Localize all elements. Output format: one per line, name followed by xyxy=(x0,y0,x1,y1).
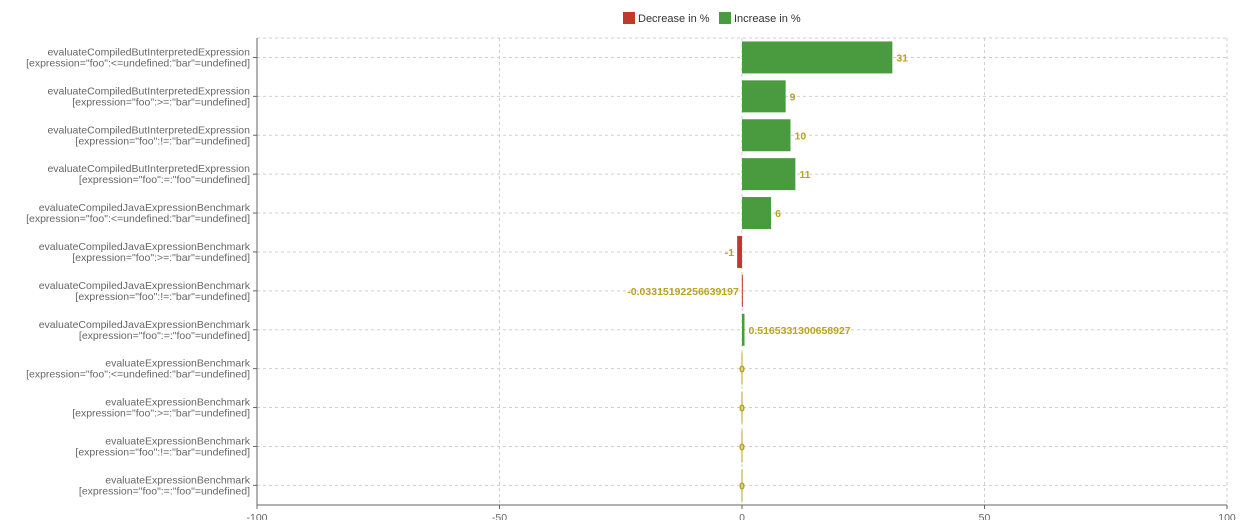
category-label-line2: [expression="foo":<=undefined:"bar"=unde… xyxy=(26,213,250,225)
category-label-line2: [expression="foo":!=:"bar"=undefined] xyxy=(75,446,250,458)
category-label-line1: evaluateExpressionBenchmark xyxy=(105,358,250,370)
data-label: 31 xyxy=(896,52,908,64)
category-label-line1: evaluateCompiledJavaExpressionBenchmark xyxy=(39,319,251,331)
bar-increase xyxy=(742,158,796,191)
category-labels: evaluateCompiledButInterpretedExpression… xyxy=(26,46,251,497)
bar-increase xyxy=(742,313,745,346)
legend-swatch-decrease xyxy=(623,12,635,24)
category-label-line1: evaluateCompiledJavaExpressionBenchmark xyxy=(39,202,251,214)
bar-increase xyxy=(742,80,786,113)
bar-decrease xyxy=(741,274,743,307)
category-label-line1: evaluateExpressionBenchmark xyxy=(105,474,250,486)
category-label-line2: [expression="foo":>=:"bar"=undefined] xyxy=(72,252,250,264)
data-label: 0 xyxy=(739,364,745,376)
x-tick-label: -100 xyxy=(246,512,267,520)
category-label-line1: evaluateCompiledButInterpretedExpression xyxy=(47,124,250,136)
category-label-line1: evaluateCompiledButInterpretedExpression xyxy=(47,85,250,97)
bar-decrease xyxy=(737,235,742,268)
data-label: 11 xyxy=(799,169,810,181)
category-label-line2: [expression="foo":!=:"bar"=undefined] xyxy=(75,135,250,147)
category-label-line2: [expression="foo":=:"foo"=undefined] xyxy=(79,485,250,497)
data-label: 0 xyxy=(739,441,745,453)
category-label-line2: [expression="foo":=:"foo"=undefined] xyxy=(79,174,250,186)
category-label-line2: [expression="foo":=:"foo"=undefined] xyxy=(79,330,250,342)
category-label-line1: evaluateCompiledButInterpretedExpression xyxy=(47,46,250,58)
data-label: 10 xyxy=(795,130,807,142)
category-label-line2: [expression="foo":!=:"bar"=undefined] xyxy=(75,291,250,303)
data-label: 6 xyxy=(775,208,781,220)
bars xyxy=(737,41,893,502)
category-label-line1: evaluateExpressionBenchmark xyxy=(105,435,250,447)
data-label: 0.5165331300658927 xyxy=(749,325,851,337)
legend-label-decrease: Decrease in % xyxy=(638,13,710,25)
category-label-line2: [expression="foo":<=undefined:"bar"=unde… xyxy=(26,57,250,69)
data-labels: 31 9 10 11 6 -1 -0.03315192256639197 0.51653313… xyxy=(627,52,908,492)
bar-increase xyxy=(742,41,893,74)
category-label-line1: evaluateCompiledJavaExpressionBenchmark xyxy=(39,280,251,292)
data-label: 0 xyxy=(739,480,745,492)
legend: Decrease in % Increase in % xyxy=(623,12,801,25)
x-tick-label: 0 xyxy=(739,512,745,520)
data-label: -0.03315192256639197 xyxy=(627,286,739,298)
bar-increase xyxy=(742,119,791,152)
x-tick-label: 50 xyxy=(979,512,991,520)
category-label-line1: evaluateCompiledButInterpretedExpression xyxy=(47,163,250,175)
legend-label-increase: Increase in % xyxy=(734,13,801,25)
category-label-line2: [expression="foo":<=undefined:"bar"=unde… xyxy=(26,369,250,381)
category-label-line2: [expression="foo":>=:"bar"=undefined] xyxy=(72,96,250,108)
bar-increase xyxy=(742,197,772,230)
data-label: 0 xyxy=(739,403,745,415)
data-label: -1 xyxy=(725,247,734,259)
x-tick-label: -50 xyxy=(492,512,507,520)
legend-swatch-increase xyxy=(719,12,731,24)
category-label-line1: evaluateCompiledJavaExpressionBenchmark xyxy=(39,241,251,253)
data-label: 9 xyxy=(790,91,796,103)
category-label-line2: [expression="foo":>=:"bar"=undefined] xyxy=(72,408,250,420)
x-axis-ticks: -100 -50 0 50 100 xyxy=(246,38,1236,520)
x-tick-label: 100 xyxy=(1218,512,1236,520)
category-label-line1: evaluateExpressionBenchmark xyxy=(105,397,250,409)
